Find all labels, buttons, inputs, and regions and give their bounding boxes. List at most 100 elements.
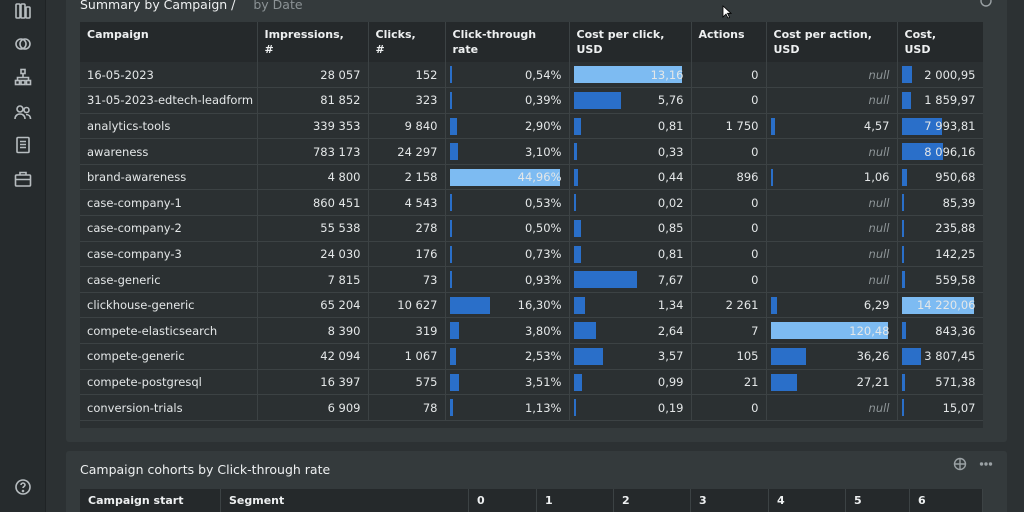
by-date-toggle[interactable]: by Date [253,0,303,12]
cpa-cell: null [766,394,898,421]
column-header-3[interactable]: Click-through rate [445,22,570,62]
cohort-column-header-2[interactable]: 0 [469,489,537,512]
impressions-cell: 7 815 [257,266,369,293]
column-header-2[interactable]: Clicks, # [368,22,446,62]
actions-cell: 0 [691,62,767,89]
clicks-cell: 176 [368,241,446,268]
actions-cell: 0 [691,87,767,114]
cpc-cell: 0,99 [569,369,692,396]
cpa-cell: 6,29 [766,292,898,319]
cohort-column-header-4[interactable]: 2 [614,489,691,512]
users-icon[interactable] [12,101,34,123]
ctr-bar [449,143,458,161]
segments-icon[interactable] [12,33,34,55]
column-header-0[interactable]: Campaign [80,22,258,62]
cost-bar [901,348,921,366]
actions-cell: 0 [691,138,767,165]
impressions-cell: 16 397 [257,369,369,396]
column-header-6[interactable]: Cost per action, USD [766,22,898,62]
table-row[interactable]: 16-05-2023 28 057 152 0,54% 13,16 0 null 2 000,… [80,62,983,89]
campaign-cell: 16-05-2023 [80,62,258,89]
cpa-bar [770,296,777,314]
cohort-column-header-5[interactable]: 3 [691,489,769,512]
column-header-1[interactable]: Impressions, # [257,22,369,62]
clicks-cell: 1 067 [368,343,446,370]
campaign-cell: conversion-trials [80,394,258,421]
cohorts-panel: Campaign cohorts by Click-through rate C… [66,451,1007,512]
ctr-bar [449,322,459,340]
reports-icon[interactable] [12,134,34,156]
cpa-bar [770,348,806,366]
cpc-cell: 0,81 [569,113,692,140]
cpa-cell: null [766,241,898,268]
cost-cell: 571,38 [897,369,983,396]
ai-icon[interactable] [953,457,967,471]
table-row[interactable]: compete-elasticsearch 8 390 319 3,80% 2,64 7 1… [80,317,983,345]
cost-cell: 14 220,06 [897,292,983,319]
summary-title: Summary by Campaign / by Date [80,0,303,12]
campaign-cell: case-company-2 [80,215,258,242]
cpa-cell: 1,06 [766,164,898,191]
ctr-cell: 2,90% [445,113,570,140]
clicks-cell: 10 627 [368,292,446,319]
table-row[interactable]: conversion-trials 6 909 78 1,13% 0,19 0 null 15… [80,394,983,421]
cpa-bar [770,322,888,340]
cohort-column-header-8[interactable]: 6 [910,489,983,512]
table-row[interactable]: case-generic 7 815 73 0,93% 7,67 0 null 559,58 [80,266,983,293]
column-header-5[interactable]: Actions [691,22,767,62]
table-row[interactable]: case-company-1 860 451 4 543 0,53% 0,02 0 null… [80,189,983,217]
cohort-column-header-3[interactable]: 1 [537,489,614,512]
campaign-cell: 31-05-2023-edtech-leadform [80,87,258,114]
briefcase-icon[interactable] [12,168,34,190]
table-row[interactable]: case-company-2 55 538 278 0,50% 0,85 0 null 235… [80,215,983,242]
cost-cell: 235,88 [897,215,983,242]
campaign-cell: case-company-1 [80,189,258,217]
cohorts-title: Campaign cohorts by Click-through rate [80,462,331,477]
table-row[interactable]: analytics-tools 339 353 9 840 2,90% 0,81 1 75… [80,113,983,140]
impressions-cell: 81 852 [257,87,369,114]
cost-bar [901,66,912,83]
help-icon[interactable] [12,476,34,498]
table-row[interactable]: brand-awareness 4 800 2 158 44,96% 0,44 896 1,… [80,164,983,191]
cohort-column-header-6[interactable]: 4 [769,489,846,512]
clicks-cell: 4 543 [368,189,446,217]
cost-bar [901,168,907,186]
column-header-4[interactable]: Cost per click, USD [569,22,692,62]
ai-icon[interactable] [979,0,993,8]
cpc-cell: 13,16 [569,62,692,89]
table-row[interactable]: awareness 783 173 24 297 3,10% 0,33 0 null 8 09… [80,138,983,165]
ctr-cell: 1,13% [445,394,570,421]
ctr-cell: 0,54% [445,62,570,89]
cpa-cell: null [766,189,898,217]
cohort-column-header-7[interactable]: 5 [846,489,910,512]
ctr-bar [449,399,453,417]
cpc-cell: 3,57 [569,343,692,370]
table-row[interactable]: compete-generic 42 094 1 067 2,53% 3,57 105 36… [80,343,983,370]
more-icon[interactable] [979,457,993,471]
cost-cell: 7 993,81 [897,113,983,140]
cohort-column-header-0[interactable]: Campaign start [80,489,221,512]
actions-cell: 105 [691,343,767,370]
cohorts-table-header: Campaign start Segment 0 1 2 3 4 5 6 [80,489,983,512]
table-row[interactable]: case-company-3 24 030 176 0,73% 0,81 0 null 142… [80,241,983,268]
cpa-cell: null [766,215,898,242]
summary-actions [979,0,993,8]
ctr-bar [449,117,457,135]
clicks-cell: 2 158 [368,164,446,191]
ctr-cell: 3,10% [445,138,570,165]
actions-cell: 0 [691,394,767,421]
table-row[interactable]: 31-05-2023-edtech-leadform 81 852 323 0,39%… [80,87,983,114]
summary-title-text: Summary by Campaign / [80,0,236,12]
dashboards-icon[interactable] [12,0,34,22]
cpa-cell: null [766,138,898,165]
cost-cell: 2 000,95 [897,62,983,89]
table-row[interactable]: clickhouse-generic 65 204 10 627 16,30% 1,34… [80,292,983,319]
hierarchy-icon[interactable] [12,66,34,88]
column-header-7[interactable]: Cost, USD [897,22,983,62]
ctr-cell: 44,96% [445,164,570,191]
table-row[interactable]: compete-postgresql 16 397 575 3,51% 0,99 21 27… [80,369,983,396]
cost-bar [901,194,904,212]
cohort-column-header-1[interactable]: Segment [221,489,469,512]
ctr-cell: 0,93% [445,266,570,293]
cpc-cell: 0,85 [569,215,692,242]
